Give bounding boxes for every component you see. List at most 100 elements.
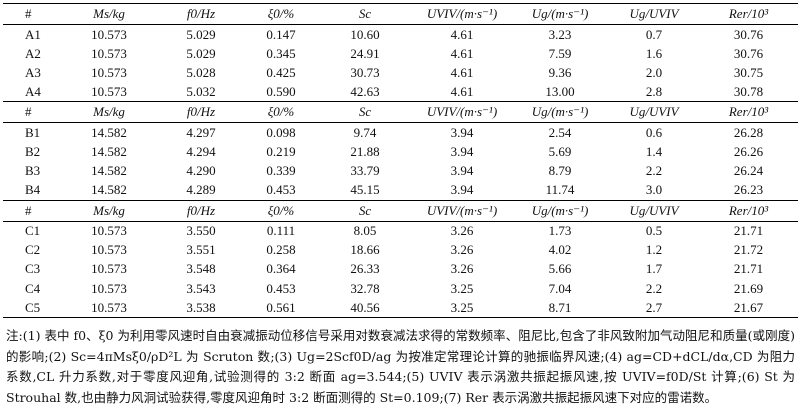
column-header: f0/Hz — [157, 101, 245, 123]
table-cell: 40.56 — [317, 298, 413, 319]
table-cell: 26.26 — [733, 144, 764, 160]
table-cell: 3.548 — [186, 261, 216, 277]
table-cell: 2.0 — [645, 64, 663, 80]
table-cell: 10.573 — [61, 298, 157, 319]
table-row: A4 10.573 5.032 0.590 42.63 4.61 13.00 2.8 30.78 — [3, 82, 798, 102]
table-cell: 9.36 — [548, 64, 572, 80]
table-cell: 45.15 — [350, 182, 380, 198]
table-cell: 8.71 — [511, 298, 609, 319]
table-cell: 3.26 — [413, 220, 511, 241]
table-cell: 0.5 — [609, 220, 699, 241]
table-cell: 3.23 — [511, 24, 609, 45]
table-cell: 4.61 — [450, 83, 474, 99]
header-row: # Ms/kg f0/Hz ξ0/% Sc UVIV/(m·s⁻¹) Ug/(m·s⁻¹) U… — [3, 199, 798, 222]
table-cell: 1.6 — [645, 45, 663, 61]
column-header: ξ0/% — [245, 199, 317, 222]
table-cell: 11.74 — [545, 182, 575, 198]
table-row: B3 14.582 4.290 0.339 33.79 3.94 8.79 2.2 26.24 — [3, 162, 798, 181]
table-cell: 30.73 — [350, 64, 380, 80]
row-label: B2 — [25, 144, 41, 160]
table-cell: 26.28 — [699, 122, 798, 143]
table-cell: 21.72 — [733, 242, 764, 258]
column-header: Rer/10³ — [699, 101, 798, 123]
table-row: B1 14.582 4.297 0.098 9.74 3.94 2.54 0.6 26.28 — [3, 122, 798, 143]
table-cell: 4.294 — [186, 144, 216, 160]
table-cell: 9.74 — [317, 122, 413, 143]
table-cell: 0.364 — [266, 261, 296, 277]
table-cell: 30.78 — [733, 83, 764, 99]
row-label: C4 — [25, 280, 41, 296]
table-cell: 0.219 — [266, 144, 296, 160]
table-row: B2 14.582 4.294 0.219 21.88 3.94 5.69 1.4 26.26 — [3, 142, 798, 161]
table-cell: 7.04 — [548, 280, 572, 296]
column-header: Ug/UVIV — [609, 199, 699, 222]
column-header: ξ0/% — [245, 3, 317, 25]
table-cell: 14.582 — [61, 122, 157, 143]
table-cell: 14.582 — [91, 144, 127, 160]
row-label: A4 — [25, 83, 41, 99]
table-cell: 10.573 — [91, 261, 127, 277]
table-cell: 0.098 — [245, 122, 317, 143]
table-cell: 3.0 — [645, 182, 663, 198]
table-cell: 4.61 — [450, 45, 474, 61]
table-cell: 0.6 — [609, 122, 699, 143]
table-cell: 3.538 — [157, 298, 245, 319]
header-row: # Ms/kg f0/Hz ξ0/% Sc UVIV/(m·s⁻¹) Ug/(m·s⁻¹) U… — [3, 101, 798, 123]
table-cell: 14.582 — [91, 182, 127, 198]
table-cell: 2.54 — [511, 122, 609, 143]
table-cell: 7.59 — [548, 45, 572, 61]
header-row: # Ms/kg f0/Hz ξ0/% Sc UVIV/(m·s⁻¹) Ug/(m·s⁻¹) U… — [3, 3, 798, 25]
table-cell: 4.290 — [186, 163, 216, 179]
table-row: C4 10.573 3.543 0.453 32.78 3.25 7.04 2.2 21.69 — [3, 279, 798, 298]
table-body: # Ms/kg f0/Hz ξ0/% Sc UVIV/(m·s⁻¹) Ug/(m·s⁻¹) U… — [3, 3, 798, 319]
table-cell: 5.032 — [186, 83, 216, 99]
table-row: C2 10.573 3.551 0.258 18.66 3.26 4.02 1.2 21.72 — [3, 241, 798, 260]
row-label: C2 — [25, 242, 41, 258]
table-cell: 0.453 — [266, 280, 296, 296]
column-header: Rer/10³ — [699, 3, 798, 25]
column-header: Sc — [317, 3, 413, 25]
table-cell: 0.111 — [245, 220, 317, 241]
table-cell: 21.71 — [733, 261, 764, 277]
column-header: Ug/(m·s⁻¹) — [511, 3, 609, 25]
table-cell: 3.94 — [450, 144, 474, 160]
table-cell: 0.453 — [266, 182, 296, 198]
column-header: Ms/kg — [61, 199, 157, 222]
table-cell: 3.25 — [413, 298, 511, 319]
table-cell: 18.66 — [350, 242, 380, 258]
table-cell: 5.029 — [157, 24, 245, 45]
table-cell: 1.2 — [645, 242, 663, 258]
table-cell: 2.2 — [645, 280, 663, 296]
row-label: B3 — [25, 163, 41, 179]
table-cell: 3.26 — [450, 242, 474, 258]
table-row: A2 10.573 5.029 0.345 24.91 4.61 7.59 1.6 30.76 — [3, 44, 798, 63]
table-cell: 2.8 — [645, 83, 663, 99]
table-cell: 0.345 — [266, 45, 296, 61]
table-cell: 0.561 — [245, 298, 317, 319]
table-cell: 42.63 — [350, 83, 380, 99]
table-row: C5 10.573 3.538 0.561 40.56 3.25 8.71 2.7 21.67 — [3, 298, 798, 319]
table-cell: 3.94 — [450, 182, 474, 198]
column-header: ξ0/% — [245, 101, 317, 123]
table-cell: 21.88 — [350, 144, 380, 160]
column-header: Sc — [317, 199, 413, 222]
table-cell: 3.551 — [186, 242, 216, 258]
table-cell: 0.7 — [609, 24, 699, 45]
table-cell: 0.590 — [266, 83, 296, 99]
table-cell: 1.73 — [511, 220, 609, 241]
document: # Ms/kg f0/Hz ξ0/% Sc UVIV/(m·s⁻¹) Ug/(m·s⁻¹) U… — [3, 3, 798, 408]
row-label: C1 — [3, 220, 61, 241]
table-cell: 30.75 — [733, 64, 764, 80]
table-cell: 5.029 — [186, 45, 216, 61]
table-cell: 26.24 — [733, 163, 764, 179]
table-cell: 8.05 — [317, 220, 413, 241]
column-header: # — [3, 3, 61, 25]
table-cell: 3.94 — [413, 122, 511, 143]
table-cell: 3.550 — [157, 220, 245, 241]
table-cell: 0.147 — [245, 24, 317, 45]
row-label: C3 — [25, 261, 41, 277]
table-cell: 14.582 — [91, 163, 127, 179]
table-cell: 5.66 — [548, 261, 572, 277]
table-cell: 21.71 — [699, 220, 798, 241]
table-cell: 33.79 — [350, 163, 380, 179]
